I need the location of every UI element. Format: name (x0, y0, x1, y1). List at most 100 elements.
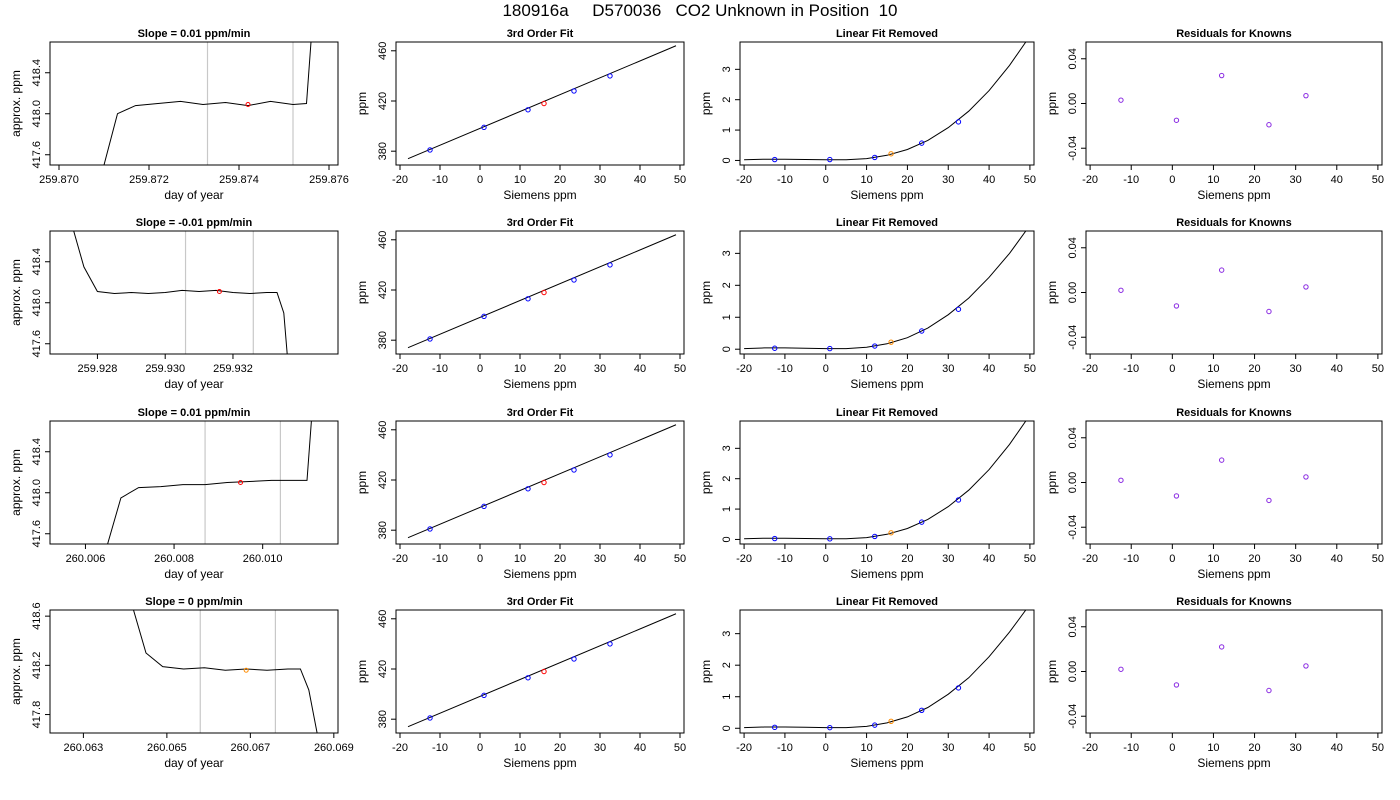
panel-4-3: Linear Fit Removed -20 -10 0 10 20 30 40 50 0 1 2 3 S… (699, 596, 1036, 770)
panel-data (744, 421, 1027, 542)
x-axis-label: day of year (164, 567, 223, 581)
x-tick-label: 20 (554, 174, 566, 186)
data-point (1118, 97, 1124, 103)
y-tick-label: 0 (721, 157, 733, 163)
x-tick-label: 30 (942, 363, 954, 375)
x-axis-label: day of year (164, 188, 223, 202)
y-tick-label: 2 (721, 97, 733, 103)
panel-data (744, 610, 1027, 731)
x-tick-label: -20 (736, 742, 752, 754)
x-tick-label: 40 (1331, 363, 1343, 375)
x-tick-label: 30 (594, 553, 606, 565)
panel-data (1118, 644, 1309, 694)
panel-3-1: Slope = 0.01 ppm/min 260.006 260.008 260.01… (9, 407, 339, 581)
data-point (955, 497, 962, 503)
x-tick-label: -20 (392, 553, 408, 565)
panel-title: Residuals for Knowns (1176, 28, 1292, 40)
panel-title: Slope = 0.01 ppm/min (138, 28, 251, 40)
data-point (481, 692, 487, 699)
data-point (607, 262, 613, 268)
panel-2-1: Slope = -0.01 ppm/min 259.928 259.930 259.9… (9, 217, 339, 391)
y-axis-label: ppm (355, 660, 369, 683)
panel-data (407, 45, 677, 160)
x-tick-label: 259.928 (78, 363, 118, 375)
data-point (1173, 117, 1180, 123)
unknown-marker (216, 288, 222, 294)
x-tick-label: 0 (1169, 553, 1175, 565)
y-axis-label: ppm (355, 471, 369, 494)
x-tick-label: 260.006 (66, 553, 106, 565)
y-tick-label: 418.2 (31, 652, 43, 680)
x-tick-label: 259.872 (129, 174, 169, 186)
x-tick-label: 30 (1290, 553, 1302, 565)
x-tick-label: 30 (594, 174, 606, 186)
x-tick-label: -20 (392, 174, 408, 186)
plot-frame (395, 230, 685, 355)
unknown-marker (245, 102, 251, 108)
x-tick-label: 260.008 (154, 553, 194, 565)
x-tick-label: 40 (983, 363, 995, 375)
x-tick-label: 260.063 (64, 742, 104, 754)
x-tick-label: 10 (1207, 553, 1219, 565)
y-tick-label: 420 (377, 471, 389, 489)
x-tick-label: -10 (777, 742, 793, 754)
y-tick-label: 420 (377, 660, 389, 678)
x-tick-label: -20 (1082, 742, 1098, 754)
panel-title: Linear Fit Removed (836, 217, 938, 229)
y-tick-label: 0.00 (1067, 93, 1079, 114)
y-tick-label: 417.6 (31, 330, 43, 358)
data-point (607, 73, 613, 79)
y-tick-label: 3 (721, 66, 733, 72)
x-tick-label: 10 (1207, 174, 1219, 186)
x-tick-label: 259.870 (39, 174, 79, 186)
data-point (481, 124, 487, 131)
x-tick-label: 20 (901, 363, 913, 375)
x-tick-label: 10 (1207, 363, 1219, 375)
y-tick-label: 420 (377, 281, 389, 299)
data-point (1118, 666, 1124, 672)
panel-title: Slope = 0 ppm/min (145, 596, 243, 608)
data-point (571, 656, 577, 662)
plot-frame (739, 609, 1035, 734)
plot-frame (49, 41, 339, 166)
y-axis-label: ppm (699, 92, 713, 115)
x-axis-label: day of year (164, 756, 223, 770)
x-tick-label: -20 (736, 363, 752, 375)
y-tick-label: 0.04 (1067, 616, 1079, 637)
data-point (888, 530, 894, 536)
plot-frame (49, 609, 339, 734)
x-axis-label: Siemens ppm (1197, 756, 1270, 770)
x-tick-label: -20 (1082, 174, 1098, 186)
unknown-marker (243, 667, 249, 673)
x-tick-label: 10 (514, 174, 526, 186)
fit-curve (744, 42, 1027, 161)
y-tick-label: 0.04 (1067, 48, 1079, 69)
x-tick-label: -10 (777, 174, 793, 186)
y-tick-label: 460 (377, 610, 389, 628)
plot-frame (1085, 41, 1383, 166)
data-point (955, 685, 962, 691)
data-point (827, 536, 833, 542)
x-tick-label: 20 (901, 553, 913, 565)
x-axis-label: day of year (164, 377, 223, 391)
plot-frame (395, 609, 685, 734)
x-tick-label: -10 (1123, 363, 1139, 375)
panel-title: Linear Fit Removed (836, 596, 938, 608)
y-tick-label: 420 (377, 92, 389, 110)
y-tick-label: 418.0 (31, 289, 43, 317)
x-tick-label: -10 (1123, 742, 1139, 754)
y-tick-label: 0 (721, 725, 733, 731)
data-point (541, 100, 547, 107)
panel-title: 3rd Order Fit (507, 596, 574, 608)
data-point (772, 724, 778, 731)
plot-frame (1085, 230, 1383, 355)
y-tick-label: -0.04 (1067, 704, 1079, 729)
data-point (1266, 497, 1272, 504)
y-tick-label: -0.04 (1067, 515, 1079, 540)
x-tick-label: 40 (634, 174, 646, 186)
data-point (872, 154, 878, 161)
panel-data (107, 421, 312, 544)
y-tick-label: -0.04 (1067, 325, 1079, 350)
series-line (73, 231, 288, 354)
y-axis-label: ppm (355, 92, 369, 115)
